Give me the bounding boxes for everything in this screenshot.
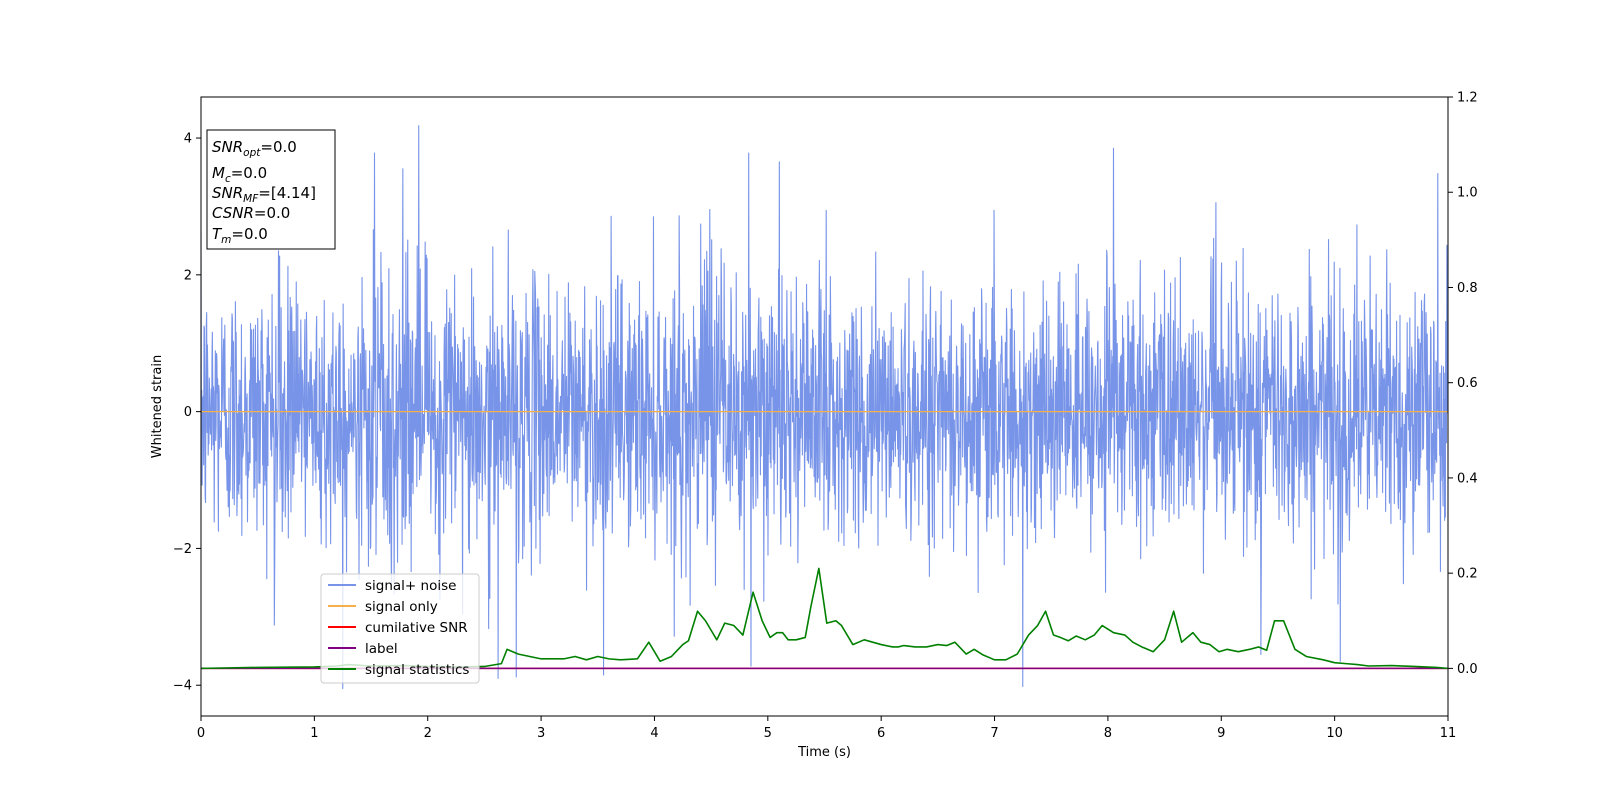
x-tick-label: 3 — [537, 726, 545, 741]
legend-label-signal-only: signal only — [365, 599, 438, 615]
legend-label-label: label — [365, 641, 398, 657]
y2-tick-label: 0.6 — [1457, 376, 1478, 391]
y2-tick-label: 0.2 — [1457, 567, 1478, 582]
info-box-frame — [206, 129, 336, 250]
x-tick-label: 10 — [1326, 726, 1343, 741]
y2-tick-label: 1.0 — [1457, 186, 1478, 201]
legend-label-signal-statistics: signal statistics — [365, 662, 469, 678]
y2-tick-label: 1.2 — [1457, 91, 1478, 106]
series-signal-noise-line — [201, 125, 1448, 690]
y-axis-label: Whitened strain — [150, 355, 165, 458]
x-tick-label: 8 — [1104, 726, 1112, 741]
x-tick-label: 6 — [877, 726, 885, 741]
x-axis-label: Time (s) — [797, 745, 851, 760]
y-tick-label: −2 — [173, 542, 192, 557]
y2-tick-label: 0.8 — [1457, 281, 1478, 296]
x-tick-label: 4 — [650, 726, 658, 741]
x-tick-label: 1 — [310, 726, 318, 741]
y-tick-label: 2 — [184, 268, 192, 283]
series-signal-statistics-line — [201, 567, 1448, 670]
axes-frame — [200, 96, 1449, 717]
info-tm: Tm=0.0 — [212, 225, 268, 246]
info-box: SNRopt=0.0 Mc=0.0 SNRMF=[4.14] CSNR=0.0 … — [206, 129, 336, 250]
y-tick-label: −4 — [173, 679, 192, 694]
x-axis: 0 1 2 3 4 5 6 7 8 9 10 11 — [197, 716, 1456, 741]
info-mc: Mc=0.0 — [212, 164, 267, 185]
y-axis-left: −4 −2 0 2 4 — [173, 132, 201, 694]
legend-frame — [320, 573, 480, 684]
info-snr-mf: SNRMF=[4.14] — [212, 184, 316, 205]
x-tick-label: 9 — [1217, 726, 1225, 741]
legend-label-signal-noise: signal+ noise — [365, 578, 456, 594]
y-tick-label: 0 — [184, 405, 192, 420]
x-tick-label: 0 — [197, 726, 205, 741]
x-tick-label: 7 — [990, 726, 998, 741]
y2-tick-label: 0.0 — [1457, 662, 1478, 677]
y2-tick-label: 0.4 — [1457, 471, 1478, 486]
legend-label-cumulative-snr: cumilative SNR — [365, 620, 468, 636]
x-tick-label: 11 — [1440, 726, 1457, 741]
y-axis-right: 0.0 0.2 0.4 0.6 0.8 1.0 1.2 — [1448, 91, 1478, 677]
info-csnr: CSNR=0.0 — [212, 204, 290, 222]
x-tick-label: 2 — [424, 726, 432, 741]
legend: signal+ noise signal only cumilative SNR… — [320, 573, 480, 684]
info-snr-opt: SNRopt=0.0 — [212, 138, 297, 159]
y-tick-label: 4 — [184, 132, 192, 147]
x-tick-label: 5 — [764, 726, 772, 741]
